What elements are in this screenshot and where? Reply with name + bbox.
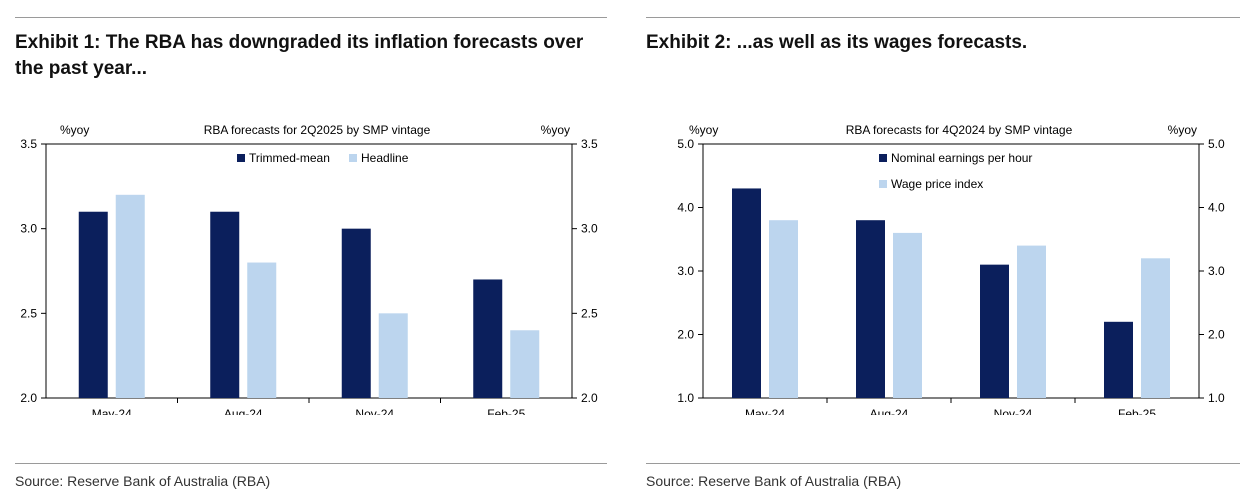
legend-label: Trimmed-mean <box>249 151 330 165</box>
exhibit-2-title: Exhibit 2: ...as well as its wages forec… <box>646 32 1028 53</box>
y-tick-label-left: 3.0 <box>20 222 37 236</box>
y-tick-label-right: 3.0 <box>1208 264 1225 278</box>
y-axis-label-right: %yoy <box>1168 123 1197 137</box>
bottom-rule <box>15 463 607 464</box>
bar-wage-price-index <box>1141 258 1170 398</box>
bar-nominal-earnings-per-hour <box>856 220 885 398</box>
bar-nominal-earnings-per-hour <box>980 264 1009 398</box>
bar-trimmed-mean <box>78 211 108 398</box>
x-tick-label: Feb-25 <box>487 407 525 415</box>
y-tick-label-left: 3.5 <box>20 137 37 151</box>
bar-trimmed-mean <box>210 211 240 398</box>
y-tick-label-right: 3.0 <box>581 222 598 236</box>
y-tick-label-left: 3.0 <box>677 264 694 278</box>
y-tick-label-left: 4.0 <box>677 201 694 215</box>
y-tick-label-right: 2.5 <box>581 306 598 320</box>
chart-title: RBA forecasts for 4Q2024 by SMP vintage <box>846 123 1073 137</box>
y-tick-label-right: 1.0 <box>1208 391 1225 405</box>
x-tick-label: Aug-24 <box>224 407 263 415</box>
x-tick-label: Nov-24 <box>355 407 394 415</box>
bar-headline <box>115 194 145 398</box>
bar-nominal-earnings-per-hour <box>1104 321 1133 398</box>
exhibit-2-chart: RBA forecasts for 4Q2024 by SMP vintage%… <box>677 123 1225 415</box>
legend-label: Wage price index <box>891 177 983 191</box>
bar-headline <box>378 313 408 398</box>
exhibit-1-source: Source: Reserve Bank of Australia (RBA) <box>15 473 271 489</box>
bar-wage-price-index <box>893 232 922 398</box>
bar-trimmed-mean <box>341 228 371 398</box>
top-rule <box>646 17 1240 18</box>
bar-trimmed-mean <box>473 279 503 398</box>
x-tick-label: Feb-25 <box>1118 407 1156 415</box>
bar-nominal-earnings-per-hour <box>732 188 761 398</box>
y-tick-label-right: 2.0 <box>1208 328 1225 342</box>
bottom-rule <box>646 463 1240 464</box>
y-tick-label-right: 5.0 <box>1208 137 1225 151</box>
top-rule <box>15 17 607 18</box>
bar-headline <box>510 330 540 398</box>
exhibit-2: Exhibit 2: ...as well as its wages forec… <box>646 0 1240 503</box>
exhibit-2-source: Source: Reserve Bank of Australia (RBA) <box>646 473 902 489</box>
legend-label: Nominal earnings per hour <box>891 151 1032 165</box>
y-tick-label-right: 4.0 <box>1208 201 1225 215</box>
x-tick-label: Aug-24 <box>870 407 909 415</box>
legend-swatch <box>879 180 887 188</box>
y-tick-label-right: 2.0 <box>581 391 598 405</box>
y-tick-label-left: 2.5 <box>20 306 37 320</box>
y-tick-label-left: 5.0 <box>677 137 694 151</box>
exhibit-1-chart: RBA forecasts for 2Q2025 by SMP vintage%… <box>20 123 598 415</box>
exhibit-1: Exhibit 1: The RBA has downgraded its in… <box>15 0 607 503</box>
legend-swatch <box>237 154 245 162</box>
exhibit-1-title: Exhibit 1: The RBA has downgraded its in… <box>15 32 584 79</box>
y-axis-label-right: %yoy <box>541 123 570 137</box>
x-tick-label: May-24 <box>745 407 785 415</box>
bar-headline <box>247 262 277 398</box>
bar-wage-price-index <box>769 220 798 398</box>
chart-title: RBA forecasts for 2Q2025 by SMP vintage <box>204 123 431 137</box>
legend-swatch <box>349 154 357 162</box>
y-axis-label-left: %yoy <box>689 123 718 137</box>
legend-swatch <box>879 154 887 162</box>
y-tick-label-left: 2.0 <box>20 391 37 405</box>
bar-wage-price-index <box>1017 245 1046 398</box>
x-tick-label: Nov-24 <box>994 407 1033 415</box>
y-axis-label-left: %yoy <box>60 123 89 137</box>
legend-label: Headline <box>361 151 409 165</box>
y-tick-label-right: 3.5 <box>581 137 598 151</box>
y-tick-label-left: 1.0 <box>677 391 694 405</box>
y-tick-label-left: 2.0 <box>677 328 694 342</box>
x-tick-label: May-24 <box>92 407 132 415</box>
